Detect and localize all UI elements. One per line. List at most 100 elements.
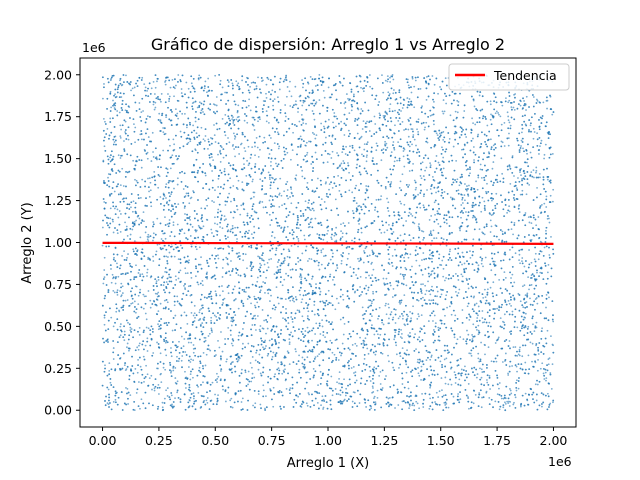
scatter-point [518, 348, 521, 351]
scatter-point [237, 115, 240, 118]
scatter-point [484, 353, 486, 356]
scatter-point [170, 347, 172, 349]
scatter-point [197, 385, 199, 388]
scatter-point [398, 301, 401, 304]
scatter-point [426, 189, 428, 191]
scatter-point [217, 208, 220, 211]
scatter-point [174, 314, 177, 317]
scatter-point [394, 407, 396, 409]
scatter-point [494, 112, 497, 115]
scatter-point [489, 219, 492, 222]
scatter-point [445, 222, 448, 225]
scatter-point [199, 309, 201, 311]
scatter-point [203, 87, 206, 90]
scatter-point [530, 171, 533, 174]
scatter-point [211, 381, 214, 384]
scatter-point [358, 223, 360, 225]
scatter-point [344, 394, 347, 397]
scatter-point [370, 263, 373, 265]
scatter-point [157, 279, 160, 281]
scatter-point [254, 304, 256, 307]
scatter-point [450, 313, 453, 316]
scatter-point [202, 111, 204, 113]
scatter-point [177, 360, 180, 363]
scatter-point [520, 405, 522, 408]
scatter-point [426, 141, 429, 144]
scatter-point [155, 280, 158, 283]
scatter-point [246, 159, 248, 162]
scatter-point [301, 315, 304, 318]
scatter-point [486, 124, 489, 127]
scatter-point [261, 201, 264, 203]
scatter-point [301, 104, 304, 107]
scatter-point [294, 348, 297, 350]
scatter-point [545, 99, 548, 102]
scatter-point [269, 178, 271, 181]
scatter-point [477, 305, 480, 308]
scatter-point [477, 264, 480, 267]
scatter-point [517, 387, 520, 390]
scatter-point [206, 397, 209, 399]
scatter-point [442, 131, 445, 133]
scatter-point [339, 318, 342, 321]
scatter-point [531, 342, 534, 345]
scatter-point [195, 248, 198, 251]
scatter-point [490, 214, 493, 217]
scatter-point [503, 313, 506, 316]
scatter-point [164, 368, 167, 371]
scatter-point [423, 128, 426, 131]
scatter-point [388, 223, 390, 226]
scatter-point [217, 186, 220, 188]
scatter-point [454, 314, 457, 317]
scatter-point [138, 344, 140, 347]
scatter-point [408, 184, 411, 186]
scatter-point [508, 331, 511, 333]
scatter-point [507, 299, 510, 302]
scatter-point [135, 219, 138, 222]
scatter-point [472, 402, 475, 405]
scatter-point [217, 177, 220, 180]
scatter-point [369, 370, 372, 372]
scatter-point [552, 200, 554, 203]
scatter-point [480, 177, 483, 179]
scatter-point [422, 204, 425, 207]
scatter-point [413, 179, 416, 182]
scatter-point [546, 107, 548, 110]
scatter-point [154, 101, 157, 104]
scatter-point [266, 327, 269, 330]
scatter-point [123, 140, 125, 142]
scatter-point [307, 392, 310, 394]
scatter-point [247, 383, 249, 386]
scatter-point [478, 228, 481, 231]
scatter-point [135, 264, 137, 267]
scatter-point [232, 143, 235, 146]
scatter-point [448, 137, 451, 140]
scatter-point [163, 299, 166, 302]
scatter-point [153, 93, 156, 95]
scatter-point [403, 129, 405, 131]
scatter-point [116, 232, 119, 235]
scatter-point [157, 328, 160, 331]
scatter-point [525, 109, 527, 111]
scatter-point [333, 353, 336, 356]
scatter-point [358, 260, 361, 263]
scatter-point [501, 361, 504, 363]
scatter-point [281, 372, 284, 375]
scatter-point [193, 312, 196, 315]
scatter-point [382, 114, 385, 117]
scatter-point [262, 384, 265, 387]
scatter-point [359, 336, 361, 339]
scatter-point [248, 229, 250, 232]
scatter-point [231, 82, 234, 85]
scatter-point [394, 331, 397, 334]
scatter-point [188, 259, 190, 262]
scatter-point [221, 276, 224, 278]
scatter-point [211, 200, 214, 202]
scatter-point [551, 343, 554, 346]
scatter-point [495, 110, 498, 113]
scatter-point [524, 392, 527, 395]
scatter-point [515, 187, 518, 190]
scatter-point [269, 300, 271, 302]
scatter-point [432, 229, 435, 232]
scatter-point [524, 312, 527, 315]
